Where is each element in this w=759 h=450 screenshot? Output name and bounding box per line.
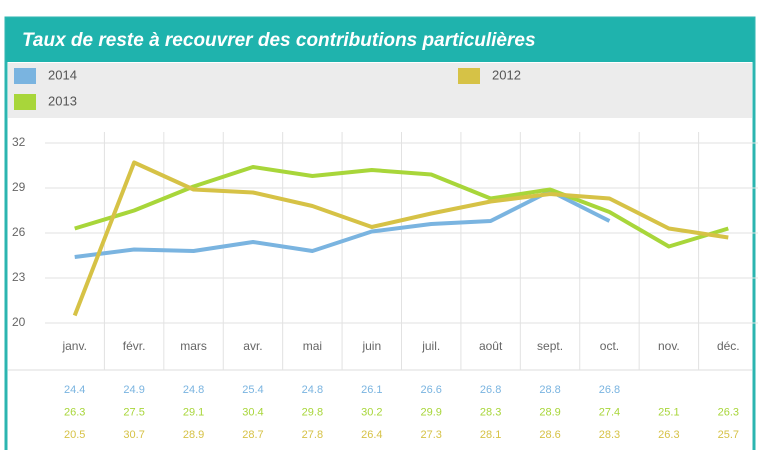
x-tick-label: août: [479, 339, 503, 353]
x-tick-label: nov.: [658, 339, 680, 353]
legend-swatch: [14, 94, 36, 110]
x-tick-label: déc.: [717, 339, 740, 353]
table-value: 25.4: [242, 384, 263, 396]
table-value: 30.7: [123, 429, 144, 441]
table-value: 20.5: [64, 429, 85, 441]
table-value: 30.4: [242, 406, 263, 418]
table-value: 26.3: [64, 406, 85, 418]
table-value: 26.4: [361, 429, 382, 441]
series-line: [72, 160, 729, 317]
legend-label: 2013: [48, 93, 77, 108]
table-value: 28.1: [480, 429, 501, 441]
table-value: 28.3: [480, 406, 501, 418]
table-value: 26.8: [480, 384, 501, 396]
table-value: 28.7: [242, 429, 263, 441]
x-tick-label: avr.: [243, 339, 262, 353]
table-value: 25.7: [718, 429, 739, 441]
table-value: 27.4: [599, 406, 620, 418]
table-value: 24.8: [302, 384, 323, 396]
table-value: 26.6: [420, 384, 441, 396]
legend-area: [8, 63, 752, 118]
table-value: 29.8: [302, 406, 323, 418]
legend-swatch: [458, 68, 480, 84]
y-tick-label: 32: [12, 135, 26, 149]
y-tick-label: 20: [12, 315, 26, 329]
y-tick-label: 29: [12, 180, 26, 194]
y-tick-label: 23: [12, 270, 26, 284]
table-value: 28.9: [539, 406, 560, 418]
y-tick-label: 26: [12, 225, 26, 239]
table-value: 24.8: [183, 384, 204, 396]
table-value: 25.1: [658, 406, 679, 418]
table-value: 27.8: [302, 429, 323, 441]
x-tick-label: oct.: [600, 339, 619, 353]
x-tick-label: sept.: [537, 339, 563, 353]
table-value: 28.6: [539, 429, 560, 441]
x-tick-label: juin: [361, 339, 381, 353]
table-value: 24.9: [123, 384, 144, 396]
legend-swatch: [14, 68, 36, 84]
table-value: 27.5: [123, 406, 144, 418]
table-value: 29.9: [420, 406, 441, 418]
x-tick-label: mai: [303, 339, 322, 353]
x-tick-label: juil.: [421, 339, 440, 353]
table-value: 28.8: [539, 384, 560, 396]
table-value: 26.3: [718, 406, 739, 418]
table-value: 27.3: [420, 429, 441, 441]
table-value: 28.9: [183, 429, 204, 441]
x-tick-label: janv.: [61, 339, 86, 353]
chart-title: Taux de reste à recouvrer des contributi…: [22, 30, 536, 51]
legend-label: 2014: [48, 67, 77, 82]
table-value: 30.2: [361, 406, 382, 418]
header: [6, 18, 754, 62]
table-value: 26.8: [599, 384, 620, 396]
legend-label: 2012: [492, 67, 521, 82]
table-value: 26.3: [658, 429, 679, 441]
x-tick-label: févr.: [123, 339, 146, 353]
series-line: [74, 189, 611, 259]
x-tick-label: mars: [180, 339, 207, 353]
table-value: 28.3: [599, 429, 620, 441]
table-value: 26.1: [361, 384, 382, 396]
series-line: [74, 165, 729, 249]
table-value: 29.1: [183, 406, 204, 418]
table-value: 24.4: [64, 384, 85, 396]
